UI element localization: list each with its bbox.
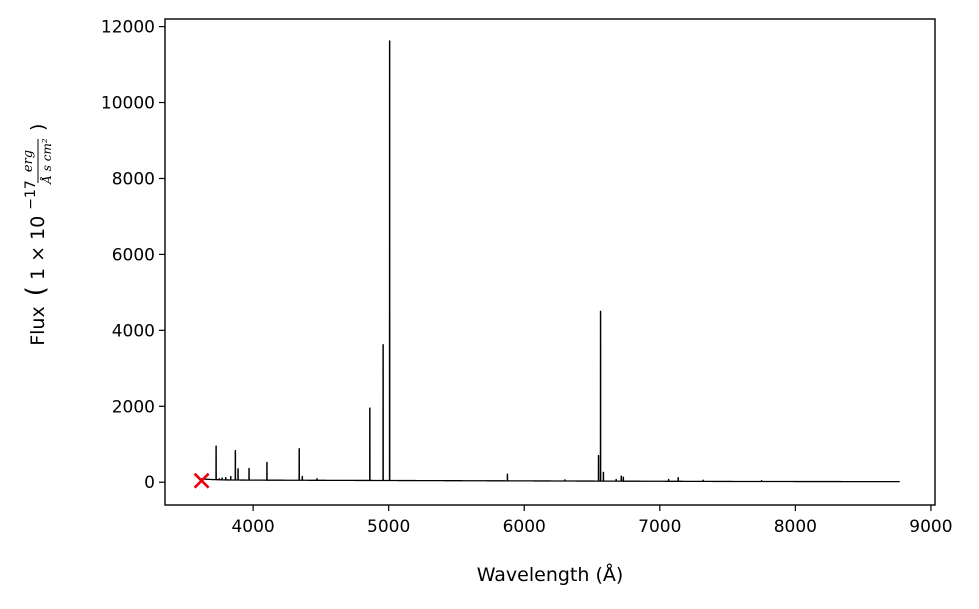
y-axis-label: Flux ( 1 × 10 −17 erg Å s cm² )	[21, 124, 54, 346]
y-tick-label: 4000	[112, 321, 155, 341]
y-tick-label: 6000	[112, 245, 155, 265]
svg-text:): )	[27, 124, 49, 131]
y-label-prefix: Flux	[27, 306, 49, 346]
svg-text:Flux ( 1 × 10: Flux ( 1 × 10 −17	[21, 180, 51, 346]
x-tick-label: 7000	[638, 517, 681, 537]
x-tick-label: 9000	[909, 517, 952, 537]
axes-frame	[164, 18, 936, 506]
x-marker-stroke	[193, 472, 210, 489]
spectrum-line	[198, 40, 901, 483]
y-label-unit-denominator: Å s cm²	[39, 138, 54, 186]
y-tick-label: 8000	[112, 169, 155, 189]
x-tick-label: 8000	[774, 517, 817, 537]
y-tick-label: 2000	[112, 397, 155, 417]
y-tick-label: 12000	[101, 18, 155, 38]
y-tick-label: 0	[144, 473, 155, 493]
x-tick-label: 6000	[503, 517, 546, 537]
y-label-unit-numerator: erg	[21, 150, 36, 172]
x-tick-label: 4000	[231, 517, 274, 537]
x-tick-label: 5000	[367, 517, 410, 537]
x-axis-label: Wavelength (Å)	[477, 563, 624, 586]
y-label-exponent: −17	[23, 180, 39, 210]
plot-area	[193, 40, 901, 489]
y-tick-label: 10000	[101, 94, 155, 114]
start-marker	[193, 472, 210, 489]
y-axis-ticks: 0 2000 4000 6000 8000 10000 12000	[101, 18, 165, 493]
x-axis-ticks: 4000 5000 6000 7000 8000 9000	[231, 505, 953, 537]
y-label-factor: 1 × 10	[27, 216, 49, 280]
